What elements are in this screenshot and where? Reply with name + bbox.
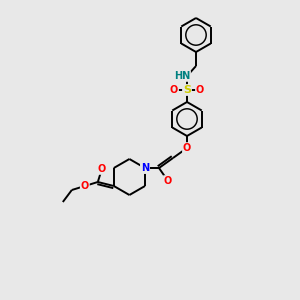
Text: O: O	[170, 85, 178, 95]
Text: N: N	[141, 163, 149, 173]
Text: O: O	[98, 164, 106, 174]
Text: O: O	[183, 143, 191, 153]
Text: O: O	[196, 85, 204, 95]
Text: O: O	[81, 181, 89, 191]
Text: S: S	[183, 85, 191, 95]
Text: HN: HN	[174, 71, 190, 81]
Text: O: O	[164, 176, 172, 186]
Text: N: N	[141, 163, 149, 173]
